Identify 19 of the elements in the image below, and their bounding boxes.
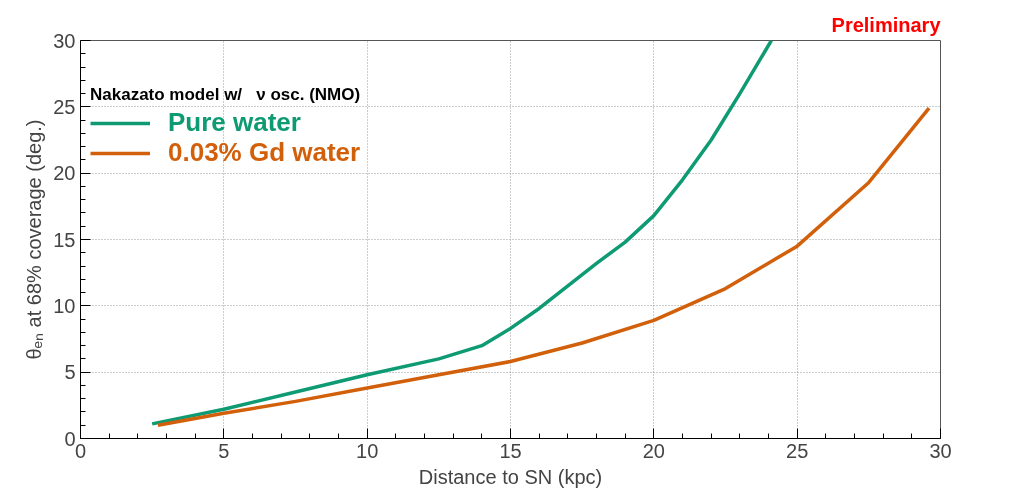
y-tick-label: 25 <box>53 95 76 118</box>
y-tick-label: 20 <box>53 162 76 185</box>
y-tick-label: 5 <box>64 361 76 384</box>
x-tick-label: 15 <box>499 439 522 462</box>
y-axis-title: θₑₙ at 68% coverage (deg.) <box>23 119 46 360</box>
x-tick-label: 25 <box>786 439 809 462</box>
legend-title: Nakazato model w/ ν osc. (NMO) <box>90 85 361 105</box>
x-tick-label: 30 <box>929 439 952 462</box>
line-series <box>156 106 931 427</box>
x-tick-label: 20 <box>642 439 665 462</box>
legend-label: 0.03% Gd water <box>168 137 361 168</box>
x-axis-title: Distance to SN (kpc) <box>418 465 603 488</box>
x-tick-label: 10 <box>356 439 379 462</box>
y-tick-label: 15 <box>53 228 76 251</box>
x-tick-label: 5 <box>218 439 230 462</box>
y-tick-label: 10 <box>53 294 76 317</box>
text: Preliminary <box>831 13 942 36</box>
legend-label: Pure water <box>168 107 301 138</box>
y-tick-label: 30 <box>53 29 76 52</box>
